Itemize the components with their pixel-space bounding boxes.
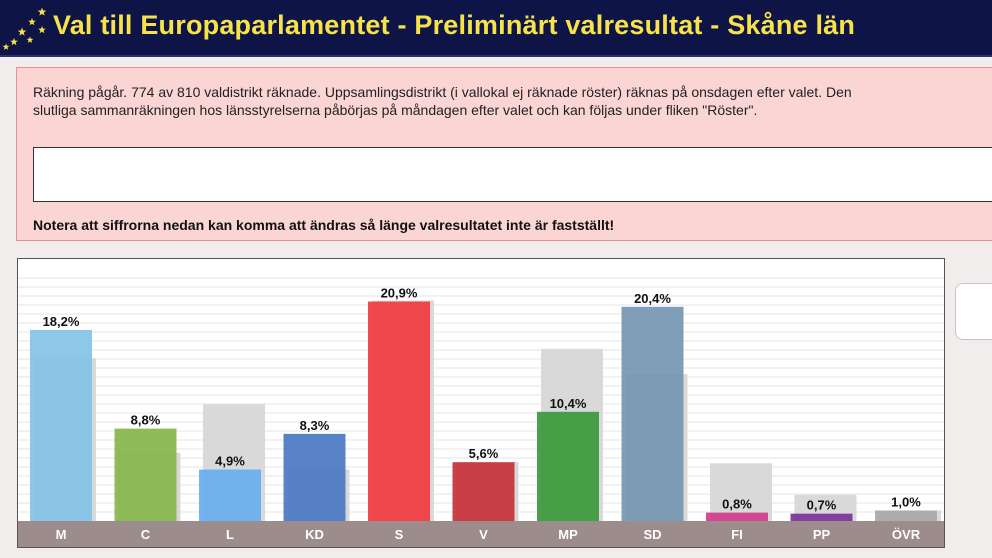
- counting-notice: Räkning pågår. 774 av 810 valdistrikt rä…: [16, 67, 992, 241]
- value-label: 18,2%: [43, 314, 80, 329]
- notice-message-field[interactable]: [33, 147, 992, 202]
- side-scroll-handle[interactable]: [955, 283, 992, 340]
- category-tick-label: M: [56, 527, 67, 542]
- category-tick-label: PP: [813, 527, 831, 542]
- result-bar: [537, 411, 599, 521]
- value-label: 10,4%: [550, 396, 587, 411]
- eu-star-icon: [26, 36, 34, 43]
- category-tick-label: C: [141, 527, 151, 542]
- category-tick-label: V: [479, 527, 488, 542]
- result-bar: [875, 510, 937, 521]
- result-bar: [790, 513, 853, 521]
- category-tick-label: L: [226, 527, 234, 542]
- category-tick-label: SD: [643, 527, 661, 542]
- eu-star-icon: [38, 26, 46, 34]
- result-bar: [283, 433, 346, 521]
- value-label: 8,8%: [131, 413, 161, 428]
- category-tick-label: ÖVR: [892, 527, 921, 542]
- value-label: 0,8%: [722, 497, 752, 512]
- value-label: 0,7%: [807, 498, 837, 513]
- eu-star-icon: [10, 38, 18, 46]
- counting-status-text: Räkning pågår. 774 av 810 valdistrikt rä…: [33, 84, 852, 118]
- eu-star-icon: [28, 18, 36, 26]
- page-title: Val till Europaparlamentet - Preliminärt…: [53, 10, 856, 40]
- category-tick-label: FI: [731, 527, 743, 542]
- category-tick-label: MP: [558, 527, 578, 542]
- value-label: 4,9%: [215, 454, 245, 469]
- eu-star-icon: [17, 27, 27, 36]
- result-bar: [30, 329, 92, 521]
- category-tick-label: S: [395, 527, 404, 542]
- result-bar: [452, 462, 515, 521]
- eu-star-icon: [37, 7, 47, 16]
- value-label: 1,0%: [891, 495, 921, 510]
- result-bar: [706, 512, 768, 521]
- value-label: 8,3%: [300, 418, 330, 433]
- value-label: 5,6%: [469, 446, 499, 461]
- previous-result-bar: [710, 463, 772, 521]
- category-tick-label: KD: [305, 527, 324, 542]
- value-label: 20,9%: [381, 286, 418, 301]
- result-bar: [621, 306, 684, 521]
- result-bar: [368, 301, 430, 521]
- results-chart: 18,2% 8,8% 4,9% 8,3% 20,9% 5,6% 10,4% 20,4% 0,8%…: [17, 258, 945, 548]
- eu-star-icon: [2, 43, 10, 50]
- page-header: Val till Europaparlamentet - Preliminärt…: [0, 0, 992, 57]
- results-bar-chart: 18,2% 8,8% 4,9% 8,3% 20,9% 5,6% 10,4% 20,4% 0,8%…: [18, 277, 944, 547]
- value-label: 20,4%: [634, 291, 671, 306]
- result-bar: [199, 469, 261, 521]
- result-bar: [114, 428, 177, 521]
- eu-stars-icon: [2, 7, 47, 50]
- preliminary-warning: Notera att siffrorna nedan kan komma att…: [33, 217, 615, 233]
- category-axis-band: [18, 521, 944, 547]
